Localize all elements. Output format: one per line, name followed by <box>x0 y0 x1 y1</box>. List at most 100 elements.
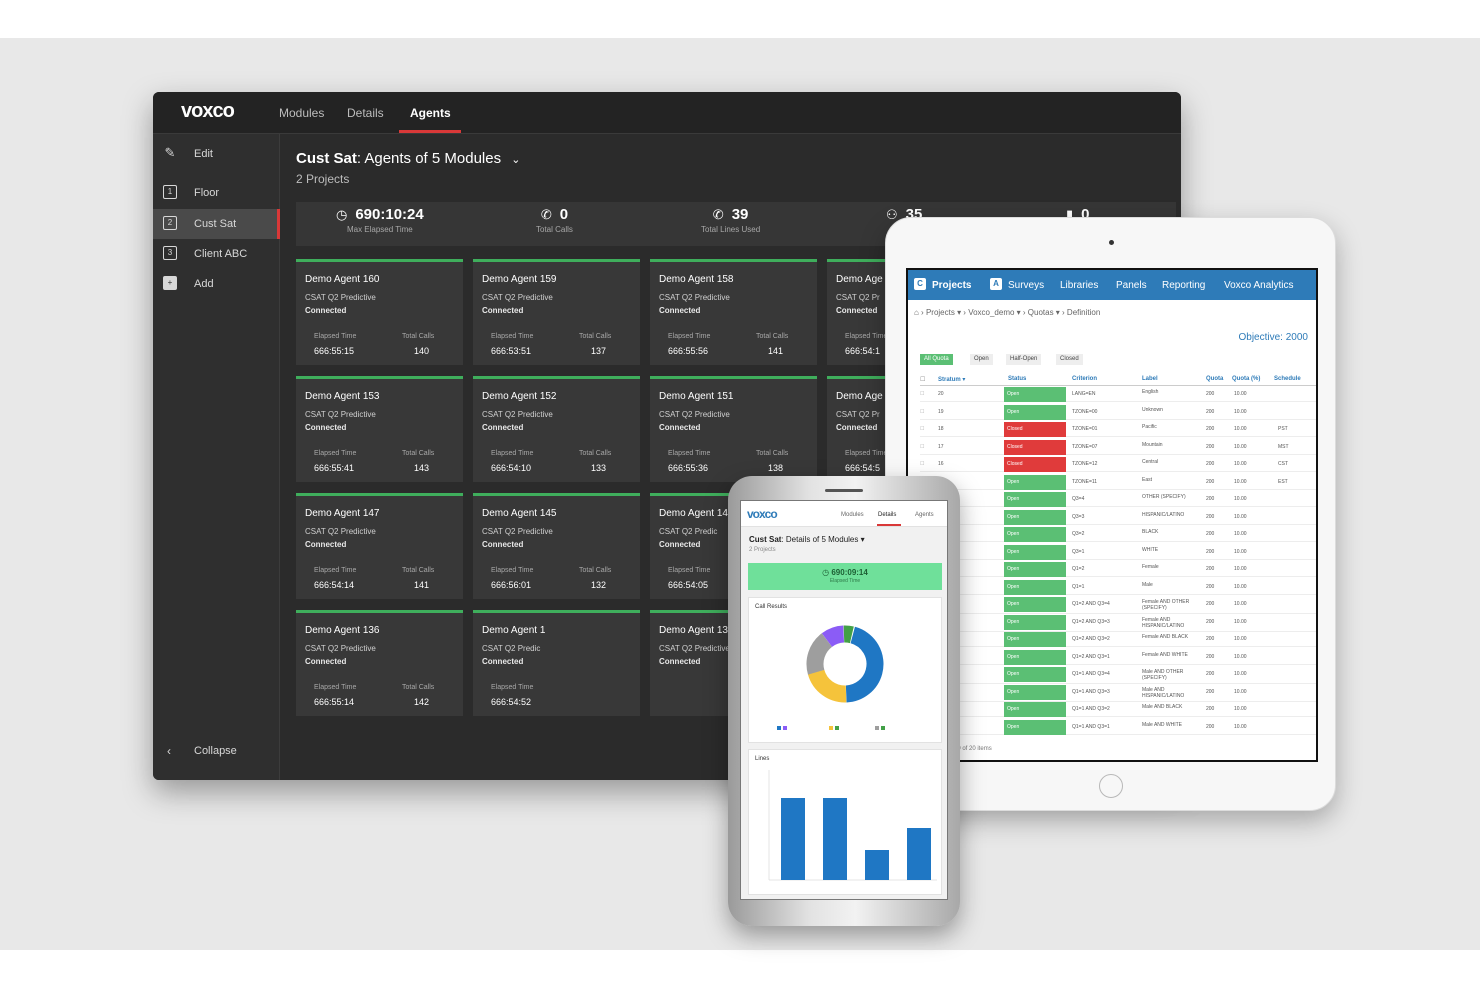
cell-criterion: TZONE=01 <box>1072 426 1098 432</box>
tab-modules[interactable]: Modules <box>841 512 864 518</box>
tab-agents[interactable]: Agents <box>915 512 934 518</box>
stat-item: ◷ 690:10:24 Max Elapsed Time <box>336 206 424 234</box>
col-stratum[interactable]: Stratum ▾ <box>938 377 966 383</box>
col-label[interactable]: Label <box>1142 376 1158 382</box>
col-criterion[interactable]: Criterion <box>1072 376 1098 382</box>
cell-stratum: 20 <box>938 391 944 397</box>
sidebar-item-add[interactable]: + Add <box>153 269 280 299</box>
filter-closed[interactable]: Closed <box>1056 354 1083 365</box>
cell-quota: 200 <box>1206 548 1215 555</box>
nav-panels[interactable]: Panels <box>1116 280 1147 291</box>
elapsed-value: 666:55:56 <box>668 346 709 356</box>
chevron-down-icon[interactable]: ⌄ <box>511 154 521 166</box>
agent-card[interactable]: Demo Agent 152 CSAT Q2 Predictive Connecte… <box>473 376 640 482</box>
row-checkbox[interactable]: ☐ <box>920 391 925 397</box>
row-checkbox[interactable]: ☐ <box>920 426 925 432</box>
elapsed-value: 666:54:5 <box>845 463 881 473</box>
home-button[interactable] <box>1099 774 1123 798</box>
calls-label: Total Calls <box>402 333 435 340</box>
row-checkbox[interactable]: ☐ <box>920 443 925 450</box>
agent-status: Connected <box>305 306 347 315</box>
cell-criterion: Q1=2 AND Q3=1 <box>1072 653 1110 660</box>
cell-label: WHITE <box>1142 546 1159 553</box>
speaker <box>825 489 863 492</box>
agent-card[interactable]: Demo Agent 147 CSAT Q2 Predictive Connecte… <box>296 493 463 599</box>
cell-status: Open <box>1004 684 1066 700</box>
stat-value: ▮ 0 <box>1066 206 1090 223</box>
select-all-checkbox[interactable]: ☐ <box>920 377 926 383</box>
card-title: Call Results <box>755 604 788 610</box>
agent-card[interactable]: Demo Agent 158 CSAT Q2 Predictive Connecte… <box>650 259 817 365</box>
agent-card[interactable]: Demo Agent 159 CSAT Q2 Predictive Connecte… <box>473 259 640 365</box>
col-quota[interactable]: Quota <box>1206 376 1224 382</box>
tab-agents[interactable]: Agents <box>410 106 451 120</box>
col-status[interactable]: Status <box>1008 376 1027 382</box>
camera-dot <box>1109 240 1114 245</box>
col-quota-pct[interactable]: Quota (%) <box>1232 376 1261 382</box>
agent-card[interactable]: Demo Agent 136 CSAT Q2 Predictive Connecte… <box>296 610 463 716</box>
sidebar-item-label: Client ABC <box>194 248 248 260</box>
cell-quota: 200 <box>1206 671 1215 677</box>
breadcrumb[interactable]: ⌂ › Projects ▾ › Voxco_demo ▾ › Quotas ▾… <box>914 308 1101 317</box>
agent-card[interactable]: Demo Agent 151 CSAT Q2 Predictive Connecte… <box>650 376 817 482</box>
sidebar-item-floor[interactable]: 1 Floor <box>153 178 280 208</box>
cell-quota-pct: 10.00 <box>1234 706 1247 712</box>
col-schedule[interactable]: Schedule <box>1274 376 1301 382</box>
projects-icon: C <box>914 278 926 290</box>
nav-reporting[interactable]: Reporting <box>1162 280 1206 291</box>
cell-criterion: Q3=4 <box>1072 496 1085 502</box>
tab-details[interactable]: Details <box>878 512 897 518</box>
cell-stratum: 16 <box>938 461 944 467</box>
tablet-nav: C Projects A Surveys Libraries Panels Re… <box>908 270 1316 300</box>
cell-quota: 200 <box>1206 723 1215 730</box>
agent-card[interactable]: Demo Agent 153 CSAT Q2 Predictive Connecte… <box>296 376 463 482</box>
agent-status: Connected <box>305 657 347 666</box>
agent-status: Connected <box>305 540 347 549</box>
nav-libraries[interactable]: Libraries <box>1060 280 1099 291</box>
clock-icon: ◷ <box>336 207 348 222</box>
nav-projects[interactable]: Projects <box>932 280 972 291</box>
cell-label: Pacific <box>1142 424 1157 430</box>
row-checkbox[interactable]: ☐ <box>920 461 925 467</box>
tab-details[interactable]: Details <box>347 106 384 120</box>
filter-all[interactable]: All Quota <box>920 354 953 365</box>
table-row[interactable]: ☐ 20 Open LANG=EN English 200 10.00 <box>920 387 1316 402</box>
nav-voxco-analytics[interactable]: Voxco Analytics <box>1224 280 1294 291</box>
legend-item <box>829 726 841 731</box>
agent-card[interactable]: Demo Agent 1 CSAT Q2 Predic Connected Elaps… <box>473 610 640 716</box>
stat-item: ✆ 39 Total Lines Used <box>701 206 760 234</box>
nav-surveys[interactable]: Surveys <box>1008 280 1045 291</box>
table-row[interactable]: ☐ 16 Closed TZONE=12 Central 200 10.00 CST <box>920 457 1316 472</box>
sidebar-item-edit[interactable]: ✎ Edit <box>153 139 280 169</box>
filter-half-open[interactable]: Half-Open <box>1006 354 1042 365</box>
cell-criterion: TZONE=12 <box>1072 461 1098 467</box>
table-row[interactable]: ☐ 19 Open TZONE=00 Unknown 200 10.00 <box>920 404 1316 420</box>
row-checkbox[interactable]: ☐ <box>920 408 925 415</box>
agent-card[interactable]: Demo Agent 145 CSAT Q2 Predictive Connecte… <box>473 493 640 599</box>
sidebar-item-cust-sat[interactable]: 2 Cust Sat <box>153 209 280 239</box>
table-row[interactable]: ☐ 18 Closed TZONE=01 Pacific 200 10.00 PST <box>920 422 1316 437</box>
tab-modules[interactable]: Modules <box>279 106 325 120</box>
table-row[interactable]: ☐ 17 Closed TZONE=07 Mountain 200 10.00 MST <box>920 439 1316 455</box>
filter-open[interactable]: Open <box>970 354 993 365</box>
sidebar-item-client-abc[interactable]: 3 Client ABC <box>153 239 280 269</box>
card-title: Lines <box>755 756 770 762</box>
cell-status: Open <box>1004 719 1066 735</box>
agent-card[interactable]: Demo Agent 160 CSAT Q2 Predictive Connecte… <box>296 259 463 365</box>
cell-label: Male AND BLACK <box>1142 704 1183 710</box>
